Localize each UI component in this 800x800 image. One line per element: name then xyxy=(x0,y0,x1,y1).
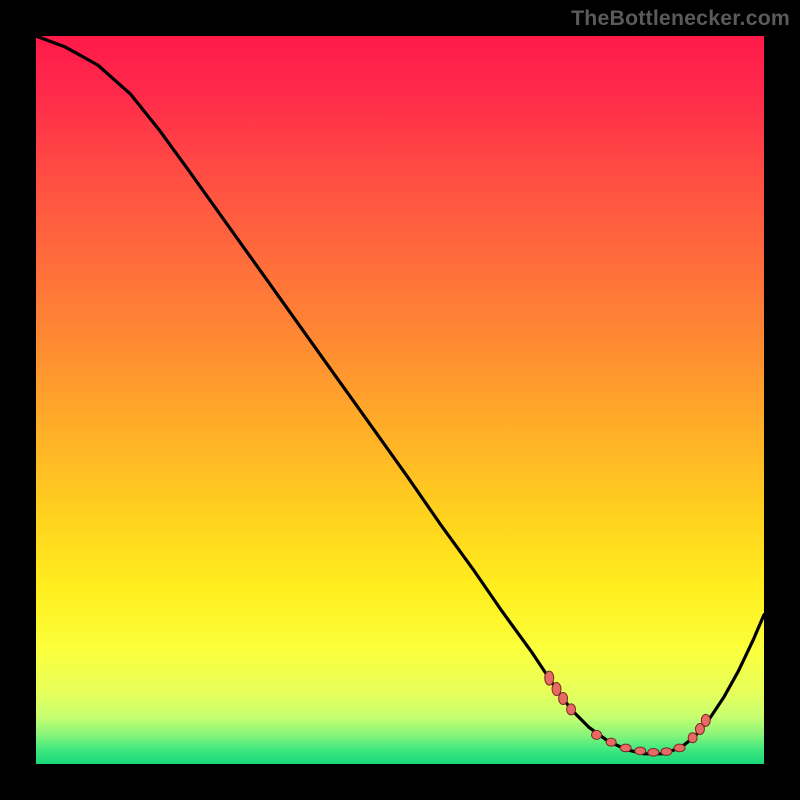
highlight-marker xyxy=(635,747,646,755)
highlight-marker xyxy=(606,738,616,746)
highlight-marker xyxy=(701,714,710,726)
highlight-marker xyxy=(559,692,568,704)
highlight-marker xyxy=(674,744,685,752)
highlight-marker xyxy=(620,744,631,752)
highlight-marker xyxy=(545,671,554,685)
plot-area xyxy=(36,36,764,764)
highlight-marker xyxy=(688,733,697,743)
watermark-text: TheBottlenecker.com xyxy=(571,6,790,31)
highlight-marker xyxy=(648,749,659,757)
chart-background xyxy=(36,36,764,764)
chart-container: TheBottlenecker.com xyxy=(0,0,800,800)
chart-svg xyxy=(36,36,764,764)
highlight-marker xyxy=(661,748,672,756)
highlight-marker xyxy=(567,704,576,715)
highlight-marker xyxy=(592,730,602,739)
highlight-marker xyxy=(552,683,561,696)
